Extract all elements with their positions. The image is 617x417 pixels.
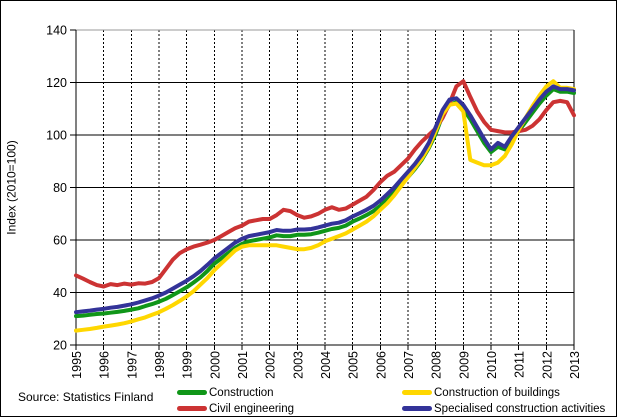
- x-tick-label: 2005: [347, 351, 361, 379]
- y-tick-label: 140: [46, 24, 67, 38]
- x-tick-label: 2013: [568, 351, 582, 379]
- x-tick-label: 2002: [264, 351, 278, 379]
- x-tick-label: 1996: [98, 351, 112, 379]
- y-tick-label: 80: [53, 181, 67, 195]
- axis-ticks: [70, 29, 575, 350]
- x-tick-label: 2000: [208, 351, 222, 379]
- x-tick-label: 1995: [70, 351, 84, 379]
- legend-item-construction: Construction: [177, 386, 274, 400]
- legend-swatch-construction: [177, 389, 207, 395]
- series-line-specialised-construction-activities: [74, 84, 576, 315]
- legend-swatch-civil-engineering: [177, 405, 207, 411]
- legend-swatch-specialised-construction-activities: [402, 405, 432, 411]
- x-tick-label: 1997: [125, 351, 139, 379]
- axis-tick-labels: 20 40 60 80 100 120 140 1995 1996 1997 1998 1999 200…: [46, 24, 582, 379]
- y-tick-label: 120: [46, 76, 67, 90]
- series-line-construction-of-buildings: [74, 79, 576, 333]
- x-tick-label: 2008: [430, 351, 444, 379]
- x-tick-label: 2011: [513, 351, 527, 378]
- y-tick-label: 40: [53, 286, 67, 300]
- x-tick-label: 2006: [374, 351, 388, 379]
- y-tick-label: 100: [46, 129, 67, 143]
- x-tick-label: 2010: [485, 351, 499, 379]
- x-tick-label: 2004: [319, 351, 333, 379]
- x-tick-label: 1998: [153, 351, 167, 379]
- x-tick-label: 2009: [457, 351, 471, 379]
- series-line-civil-engineering: [74, 79, 576, 289]
- legend-label-specialised-construction-activities: Specialised construction activities: [434, 403, 606, 415]
- x-tick-label: 2003: [291, 351, 305, 379]
- legend-label-civil-engineering: Civil engineering: [209, 403, 295, 415]
- y-tick-label: 20: [53, 339, 67, 353]
- legend-item-civil-engineering: Civil engineering: [177, 402, 294, 416]
- y-tick-label: 60: [53, 234, 67, 248]
- legend-swatch-construction-of-buildings: [402, 389, 432, 395]
- legend-item-construction-of-buildings: Construction of buildings: [402, 386, 560, 400]
- source-text: Source: Statistics Finland: [18, 390, 154, 404]
- data-series-lines: [74, 79, 576, 333]
- series-line-construction: [74, 87, 576, 319]
- x-tick-label: 2007: [402, 351, 416, 379]
- legend-item-specialised-construction-activities: Specialised construction activities: [402, 402, 605, 416]
- legend-label-construction-of-buildings: Construction of buildings: [434, 387, 560, 399]
- legend-label-construction: Construction: [209, 387, 274, 399]
- y-axis-title: Index (2010=100): [4, 140, 19, 235]
- x-tick-label: 2012: [540, 351, 554, 379]
- x-tick-label: 1999: [181, 351, 195, 379]
- x-tick-label: 2001: [236, 351, 250, 379]
